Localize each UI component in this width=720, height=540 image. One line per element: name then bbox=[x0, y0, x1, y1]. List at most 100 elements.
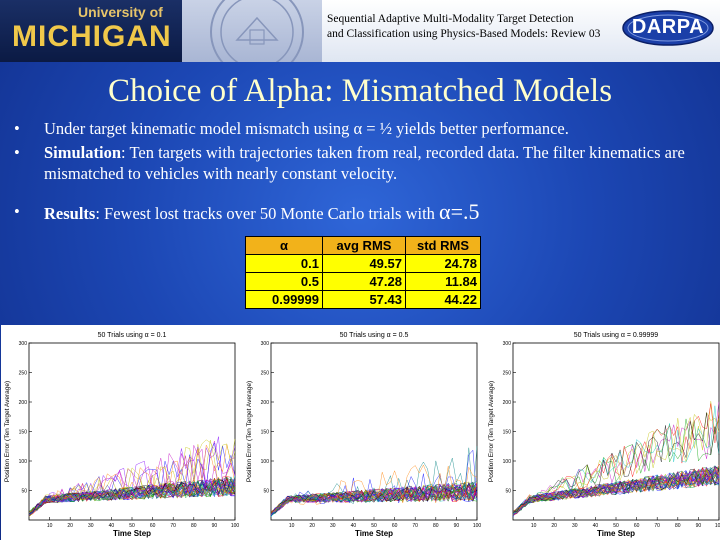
table-cell: 0.99999 bbox=[245, 290, 323, 309]
bullet-item: • Simulation: Ten targets with trajector… bbox=[14, 142, 714, 184]
table-header-std-rms: std RMS bbox=[405, 236, 481, 255]
x-tick-label: 70 bbox=[654, 523, 660, 529]
x-tick-label: 100 bbox=[715, 523, 720, 529]
x-tick-label: 20 bbox=[309, 523, 315, 529]
trial-line bbox=[512, 411, 720, 514]
x-tick-label: 70 bbox=[412, 523, 418, 529]
y-axis-label: Position Error (Ten Target Average) bbox=[488, 381, 495, 482]
university-of-michigan-logo: University of MICHIGAN bbox=[0, 0, 182, 62]
trial-line bbox=[512, 468, 720, 513]
y-tick-label: 50 bbox=[21, 489, 27, 495]
header-title-line-1: Sequential Adaptive Multi-Modality Targe… bbox=[327, 13, 574, 25]
trial-line bbox=[28, 477, 236, 514]
x-tick-label: 40 bbox=[593, 523, 599, 529]
y-axis-label: Position Error (Ten Target Average) bbox=[4, 381, 11, 482]
y-tick-label: 50 bbox=[505, 489, 511, 495]
chart-title: 50 Trials using α = 0.5 bbox=[340, 332, 409, 339]
trial-line bbox=[28, 477, 236, 515]
darpa-logo: DARPA bbox=[622, 10, 714, 46]
y-tick-label: 150 bbox=[261, 430, 270, 436]
y-tick-label: 250 bbox=[261, 371, 270, 377]
header-title: Sequential Adaptive Multi-Modality Targe… bbox=[327, 12, 622, 42]
x-tick-label: 40 bbox=[351, 523, 357, 529]
trial-line bbox=[270, 484, 478, 517]
table-cell: 44.22 bbox=[405, 290, 481, 309]
table-cell: 24.78 bbox=[405, 254, 481, 273]
table-header-avg-rms: avg RMS bbox=[322, 236, 406, 255]
x-tick-label: 30 bbox=[330, 523, 336, 529]
darpa-logo-text: DARPA bbox=[631, 16, 705, 38]
y-tick-label: 100 bbox=[261, 459, 270, 465]
x-tick-label: 50 bbox=[613, 523, 619, 529]
bullet-list: • Under target kinematic model mismatch … bbox=[14, 118, 714, 224]
bullet-label: Results bbox=[44, 204, 96, 223]
table-cell: 11.84 bbox=[405, 272, 481, 291]
x-tick-label: 100 bbox=[231, 523, 240, 529]
y-tick-label: 300 bbox=[503, 341, 512, 347]
table-cell: 47.28 bbox=[322, 272, 406, 291]
table-header-row: α avg RMS std RMS bbox=[245, 236, 481, 255]
bullet-label: Simulation bbox=[44, 143, 122, 162]
table-row: 0.99999 57.43 44.22 bbox=[245, 290, 481, 309]
y-tick-label: 250 bbox=[503, 371, 512, 377]
x-tick-label: 90 bbox=[212, 523, 218, 529]
trial-line bbox=[270, 486, 478, 516]
table-cell: 0.5 bbox=[245, 272, 323, 291]
alpha-value: α=.5 bbox=[439, 199, 480, 224]
x-tick-label: 90 bbox=[696, 523, 702, 529]
trial-line bbox=[512, 467, 720, 513]
x-tick-label: 40 bbox=[109, 523, 115, 529]
x-axis-label: Time Step bbox=[355, 529, 393, 538]
trial-line bbox=[28, 480, 236, 515]
y-tick-label: 150 bbox=[503, 430, 512, 436]
x-tick-label: 30 bbox=[572, 523, 578, 529]
x-axis-label: Time Step bbox=[113, 529, 151, 538]
chart-alpha-0-1: 50 Trials using α = 0.1 Time Step Position… bbox=[1, 325, 243, 540]
trial-line bbox=[270, 483, 478, 512]
x-tick-label: 10 bbox=[531, 523, 537, 529]
bullet-text: : Ten targets with trajectories taken fr… bbox=[44, 143, 685, 183]
x-tick-label: 20 bbox=[67, 523, 73, 529]
x-tick-label: 80 bbox=[433, 523, 439, 529]
y-tick-label: 100 bbox=[503, 459, 512, 465]
x-tick-label: 100 bbox=[473, 523, 482, 529]
slide-header: University of MICHIGAN Sequential Adapti… bbox=[0, 0, 720, 62]
y-axis-label: Position Error (Ten Target Average) bbox=[246, 381, 253, 482]
y-tick-label: 50 bbox=[263, 489, 269, 495]
bullet-item: • Results: Fewest lost tracks over 50 Mo… bbox=[14, 201, 714, 224]
y-tick-label: 100 bbox=[19, 459, 28, 465]
trial-line bbox=[512, 465, 720, 514]
bullet-item: • Under target kinematic model mismatch … bbox=[14, 118, 714, 139]
x-tick-label: 20 bbox=[551, 523, 557, 529]
header-title-line-2: and Classification using Physics-Based M… bbox=[327, 28, 601, 40]
x-tick-label: 80 bbox=[675, 523, 681, 529]
trial-line bbox=[28, 479, 236, 516]
trial-line bbox=[512, 465, 720, 515]
chart-alpha-0-99999: 50 Trials using α = 0.99999 Time Step Posi… bbox=[485, 325, 720, 540]
chart-svg: 50 Trials using α = 0.5 Time Step Position… bbox=[246, 332, 482, 538]
x-tick-label: 10 bbox=[289, 523, 295, 529]
x-tick-label: 50 bbox=[129, 523, 135, 529]
bullet-text: : Fewest lost tracks over 50 Monte Carlo… bbox=[95, 204, 435, 223]
table-cell: 49.57 bbox=[322, 254, 406, 273]
chart-svg: 50 Trials using α = 0.1 Time Step Position… bbox=[4, 332, 240, 538]
y-tick-label: 150 bbox=[19, 430, 28, 436]
y-tick-label: 200 bbox=[19, 400, 28, 406]
table-header-alpha: α bbox=[245, 236, 323, 255]
trial-line bbox=[512, 412, 720, 513]
table-cell: 0.1 bbox=[245, 254, 323, 273]
slide-title: Choice of Alpha: Mismatched Models bbox=[107, 73, 613, 109]
trial-line bbox=[270, 446, 478, 514]
table-cell: 57.43 bbox=[322, 290, 406, 309]
x-tick-label: 60 bbox=[392, 523, 398, 529]
y-tick-label: 300 bbox=[261, 341, 270, 347]
bullet-dot: • bbox=[14, 143, 20, 162]
table-row: 0.1 49.57 24.78 bbox=[245, 254, 481, 273]
y-tick-label: 300 bbox=[19, 341, 28, 347]
x-tick-label: 10 bbox=[47, 523, 53, 529]
x-tick-label: 70 bbox=[170, 523, 176, 529]
x-tick-label: 30 bbox=[88, 523, 94, 529]
logo-top-text: University of bbox=[78, 4, 163, 20]
trial-line bbox=[512, 468, 720, 513]
chart-svg: 50 Trials using α = 0.99999 Time Step Posi… bbox=[488, 332, 720, 538]
